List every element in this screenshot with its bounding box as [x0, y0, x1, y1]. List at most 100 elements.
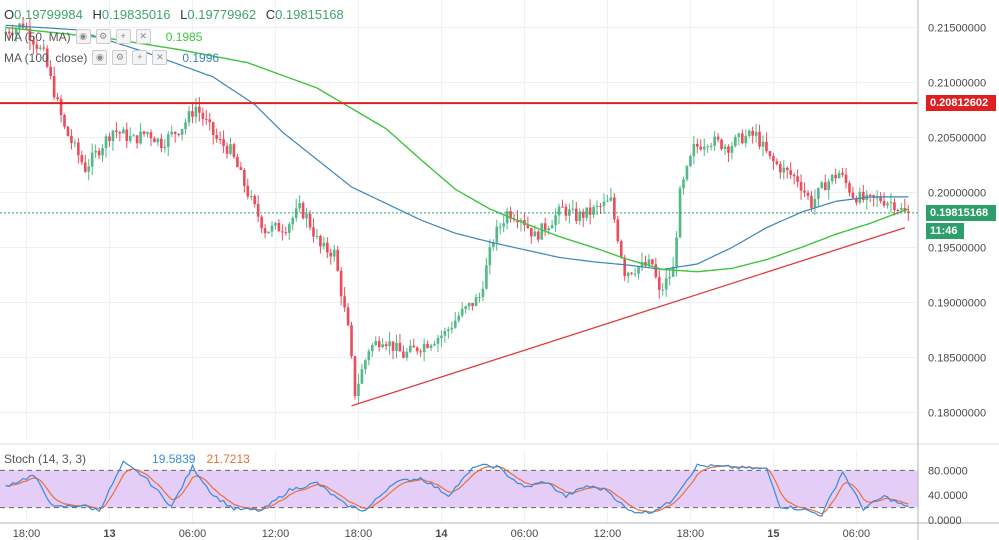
candle-body [882, 201, 886, 206]
candle-body [896, 209, 900, 211]
candle-body [633, 273, 637, 275]
candle-body [312, 227, 315, 237]
candle-body [204, 118, 208, 120]
stoch-k-line [5, 460, 909, 517]
candle-body [132, 135, 135, 137]
settings-icon[interactable]: ⚙ [95, 29, 111, 44]
candle-body [94, 150, 97, 153]
candle-body [395, 342, 398, 351]
candle-body [108, 136, 111, 142]
candle-body [156, 138, 160, 143]
ohlc-o-key: O [4, 7, 15, 22]
candle-body [287, 224, 291, 233]
candle-body [239, 167, 243, 170]
candle-body [481, 288, 485, 298]
time-tick-label: 06:00 [511, 528, 539, 540]
candle-body [727, 146, 730, 153]
candle-body [25, 27, 28, 29]
price-tick-label: 0.18000000 [928, 408, 986, 420]
candle-body [806, 192, 810, 196]
candle-body [443, 331, 447, 336]
eye-icon[interactable]: ◉ [92, 50, 108, 65]
candle-body [370, 345, 374, 352]
ohlc-l-key: L [180, 7, 188, 22]
candle-body [187, 111, 191, 123]
candle-body [595, 205, 599, 208]
candle-body [785, 167, 789, 171]
price-tick-label: 0.21000000 [928, 78, 986, 90]
ma50-line [5, 26, 909, 273]
ma100-legend[interactable]: MA (100, close) ◉ ⚙ + ✕ 0.1996 [4, 50, 219, 65]
candle-body [70, 135, 73, 144]
candle-body [184, 122, 187, 130]
candle-body [180, 129, 184, 135]
candle-body [270, 225, 274, 232]
candle-body [616, 219, 620, 242]
stoch-legend[interactable]: Stoch (14, 3, 3) 19.5839 21.7213 [4, 452, 250, 466]
candle-body [478, 297, 481, 299]
close-icon[interactable]: ✕ [152, 50, 168, 65]
candle-body [260, 216, 263, 229]
candle-body [789, 170, 793, 175]
candle-body [682, 179, 685, 189]
candle-body [844, 174, 848, 184]
candle-body [457, 315, 461, 321]
candle-body [900, 208, 903, 211]
candle-body [810, 195, 813, 208]
candle-body [326, 242, 329, 253]
candle-body [585, 207, 588, 218]
candle-body [862, 191, 865, 200]
candle-body [557, 206, 561, 216]
candle-body [163, 146, 167, 149]
candle-body [128, 135, 132, 141]
candle-body [222, 139, 225, 146]
ma50-value: 0.1985 [165, 29, 203, 44]
candle-body [146, 132, 149, 135]
candle-body [153, 138, 156, 143]
candle-body [125, 129, 129, 141]
candle-body [772, 156, 775, 162]
candle-body [637, 267, 640, 274]
candle-body [440, 335, 443, 339]
candle-body [160, 138, 163, 149]
time-tick-label: 18:00 [13, 528, 41, 540]
candle-body [149, 132, 153, 139]
candle-body [581, 211, 585, 218]
candle-body [170, 131, 174, 135]
candle-body [657, 277, 661, 290]
candle-body [405, 351, 409, 358]
add-icon[interactable]: + [132, 50, 148, 65]
candle-body [229, 144, 232, 154]
settings-icon[interactable]: ⚙ [112, 50, 128, 65]
candle-body [332, 249, 336, 257]
candle-body [11, 33, 14, 35]
countdown-tag: 11:46 [926, 222, 964, 239]
candle-body [346, 307, 350, 326]
candle-body [488, 247, 492, 266]
add-icon[interactable]: + [115, 29, 131, 44]
price-tick-label: 0.21500000 [928, 23, 986, 35]
candle-body [14, 28, 18, 35]
candle-body [56, 97, 59, 100]
candle-body [848, 183, 851, 193]
candle-body [433, 343, 436, 346]
candle-body [339, 270, 343, 297]
candle-body [21, 23, 25, 28]
candle-body [613, 197, 616, 220]
eye-icon[interactable]: ◉ [75, 29, 91, 44]
close-icon[interactable]: ✕ [135, 29, 151, 44]
stoch-d-value: 21.7213 [206, 452, 250, 466]
candle-body [696, 143, 699, 147]
ma50-legend[interactable]: MA (50, MA) ◉ ⚙ + ✕ 0.1985 [4, 29, 202, 44]
candle-body [360, 369, 364, 384]
candle-body [73, 142, 77, 144]
candle-body [38, 47, 42, 49]
candle-body [630, 272, 633, 274]
candle-body [367, 351, 371, 361]
candle-body [813, 198, 817, 208]
candle-body [834, 174, 837, 179]
last-price-tag: 0.19815168 [926, 204, 996, 221]
candle-body [606, 200, 609, 202]
candle-body [716, 136, 720, 140]
